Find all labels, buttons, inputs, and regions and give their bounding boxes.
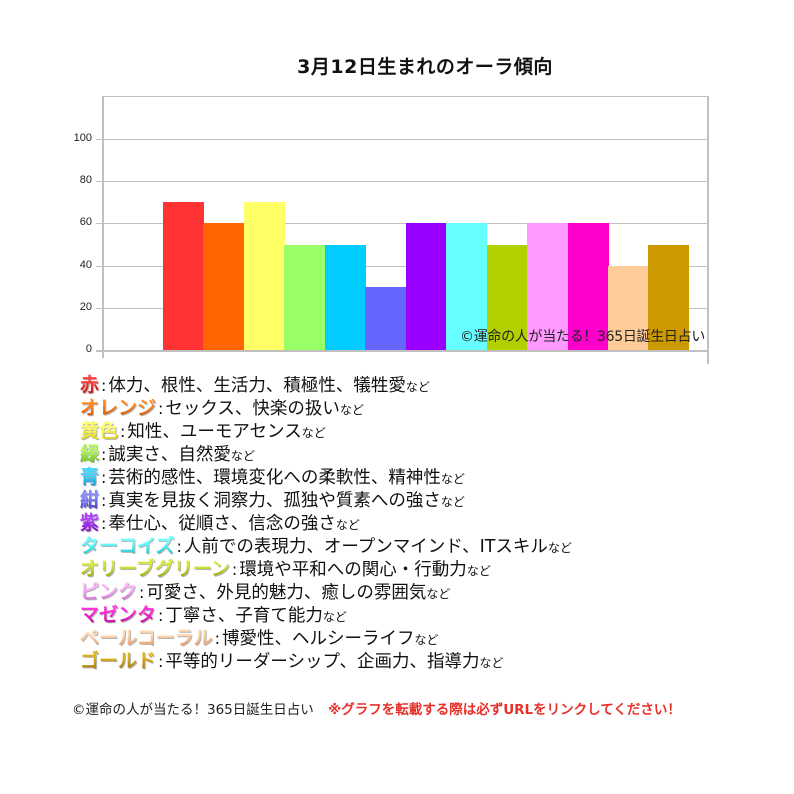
bar-4 xyxy=(324,244,366,350)
y-tick-label: 100 xyxy=(73,132,92,144)
legend-color-label: オレンジ xyxy=(80,397,157,419)
y-tick-label: 80 xyxy=(79,174,92,186)
legend: 赤: 体力、根性、生活力、積極性、犠牲愛など オレンジ: セックス、快楽の扱いなど 黄色… xyxy=(80,374,572,673)
legend-description: 平等的リーダーシップ、企画力、指導力 xyxy=(165,652,480,672)
legend-color-label: 紺 xyxy=(80,489,100,511)
legend-suffix: など xyxy=(547,541,572,555)
bar-0 xyxy=(163,202,204,350)
y-tick-label: 0 xyxy=(85,343,92,355)
legend-item: 青: 芸術的感性、環境変化への柔軟性、精神性など xyxy=(80,466,572,489)
legend-separator: : xyxy=(231,560,238,579)
legend-description: 体力、根性、生活力、積極性、犠牲愛 xyxy=(108,376,406,396)
gridline xyxy=(96,181,709,182)
legend-description: 可愛さ、外見的魅力、癒しの雰囲気 xyxy=(146,583,427,603)
bar-10 xyxy=(567,223,609,350)
y-tick-label: 60 xyxy=(79,216,92,228)
legend-separator: : xyxy=(214,629,221,648)
legend-description: 丁寧さ、子育て能力 xyxy=(165,606,323,626)
legend-suffix: など xyxy=(426,587,451,601)
legend-separator: : xyxy=(176,537,182,556)
plot-right-border-tick xyxy=(707,350,709,364)
legend-item: 緑: 誠実さ、自然愛など xyxy=(80,443,572,466)
legend-item: マゼンタ: 丁寧さ、子育て能力など xyxy=(80,604,572,627)
legend-color-label: マゼンタ xyxy=(80,604,157,626)
y-axis-line xyxy=(102,96,104,358)
gridline xyxy=(96,223,709,224)
bar-6 xyxy=(405,223,447,350)
legend-suffix: など xyxy=(301,426,326,440)
legend-suffix: など xyxy=(414,633,439,647)
legend-separator: : xyxy=(120,422,126,441)
legend-separator: : xyxy=(139,583,145,602)
bar-1 xyxy=(203,223,245,350)
legend-suffix: など xyxy=(322,610,347,624)
legend-suffix: など xyxy=(230,449,255,463)
legend-color-label: ゴールド xyxy=(80,650,157,672)
legend-color-label: ピンク xyxy=(80,581,138,603)
legend-color-label: ターコイズ xyxy=(80,535,175,557)
bar-9 xyxy=(527,223,569,350)
legend-item: ペールコーラル: 博愛性、ヘルシーライフなど xyxy=(80,627,572,650)
legend-item: オレンジ: セックス、快楽の扱いなど xyxy=(80,397,572,420)
chart-title: 3月12日生まれのオーラ傾向 xyxy=(297,56,553,78)
legend-description: 芸術的感性、環境変化への柔軟性、精神性 xyxy=(108,468,441,488)
legend-separator: : xyxy=(101,468,107,487)
bar-8 xyxy=(486,244,528,350)
footer-credit: ©運命の人が当たる！365日誕生日占い xyxy=(72,702,314,718)
legend-color-label: 緑 xyxy=(80,443,100,465)
legend-separator: : xyxy=(101,514,107,533)
bar-12 xyxy=(648,244,690,350)
bar-2 xyxy=(243,202,285,350)
legend-suffix: など xyxy=(466,564,491,578)
legend-suffix: など xyxy=(339,403,364,417)
legend-color-label: オリーブグリーン xyxy=(80,558,230,580)
y-tick-label: 40 xyxy=(79,259,92,271)
chart-watermark: ©運命の人が当たる！365日誕生日占い xyxy=(460,329,706,345)
legend-separator: : xyxy=(158,606,164,625)
legend-suffix: など xyxy=(335,518,360,532)
gridline xyxy=(96,139,709,140)
legend-suffix: など xyxy=(479,656,504,670)
legend-item: 赤: 体力、根性、生活力、積極性、犠牲愛など xyxy=(80,374,572,397)
legend-separator: : xyxy=(158,652,164,671)
legend-separator: : xyxy=(158,399,164,418)
legend-separator: : xyxy=(101,376,107,395)
legend-item: オリーブグリーン: 環境や平和への関心・行動力など xyxy=(80,558,572,581)
legend-description: セックス、快楽の扱い xyxy=(165,399,340,419)
bar-5 xyxy=(365,286,407,350)
legend-item: ターコイズ: 人前での表現力、オープンマインド、ITスキルなど xyxy=(80,535,572,558)
legend-description: 博愛性、ヘルシーライフ xyxy=(222,629,415,649)
bar-3 xyxy=(284,244,326,350)
legend-color-label: 黄色 xyxy=(80,420,119,442)
bar-7 xyxy=(446,223,488,350)
x-axis-baseline xyxy=(96,350,709,352)
legend-item: 紺: 真実を見抜く洞察力、孤独や質素への強さなど xyxy=(80,489,572,512)
legend-item: ゴールド: 平等的リーダーシップ、企画力、指導力など xyxy=(80,650,572,673)
legend-description: 真実を見抜く洞察力、孤独や質素への強さ xyxy=(108,491,441,511)
legend-color-label: ペールコーラル xyxy=(80,627,213,649)
legend-separator: : xyxy=(101,491,107,510)
legend-item: 黄色: 知性、ユーモアセンスなど xyxy=(80,420,572,443)
legend-description: 奉仕心、従順さ、信念の強さ xyxy=(108,514,336,534)
legend-color-label: 赤 xyxy=(80,374,100,396)
legend-description: 知性、ユーモアセンス xyxy=(127,422,302,442)
legend-suffix: など xyxy=(440,495,465,509)
legend-item: ピンク: 可愛さ、外見的魅力、癒しの雰囲気など xyxy=(80,581,572,604)
legend-description: 人前での表現力、オープンマインド、ITスキル xyxy=(183,537,548,557)
legend-separator: : xyxy=(101,445,107,464)
legend-suffix: など xyxy=(440,472,465,486)
y-tick-label: 20 xyxy=(79,301,92,313)
legend-description: 環境や平和への関心・行動力 xyxy=(239,560,467,580)
bar-11 xyxy=(607,265,649,350)
footer-warning: ※グラフを転載する際は必ずURLをリンクしてください！ xyxy=(328,702,681,718)
legend-item: 紫: 奉仕心、従順さ、信念の強さなど xyxy=(80,512,572,535)
legend-color-label: 紫 xyxy=(80,512,100,534)
legend-color-label: 青 xyxy=(80,466,100,488)
gridline xyxy=(96,266,709,267)
legend-suffix: など xyxy=(405,380,430,394)
legend-description: 誠実さ、自然愛 xyxy=(108,445,231,465)
footer: ©運命の人が当たる！365日誕生日占い ※グラフを転載する際は必ずURLをリンク… xyxy=(72,698,681,718)
